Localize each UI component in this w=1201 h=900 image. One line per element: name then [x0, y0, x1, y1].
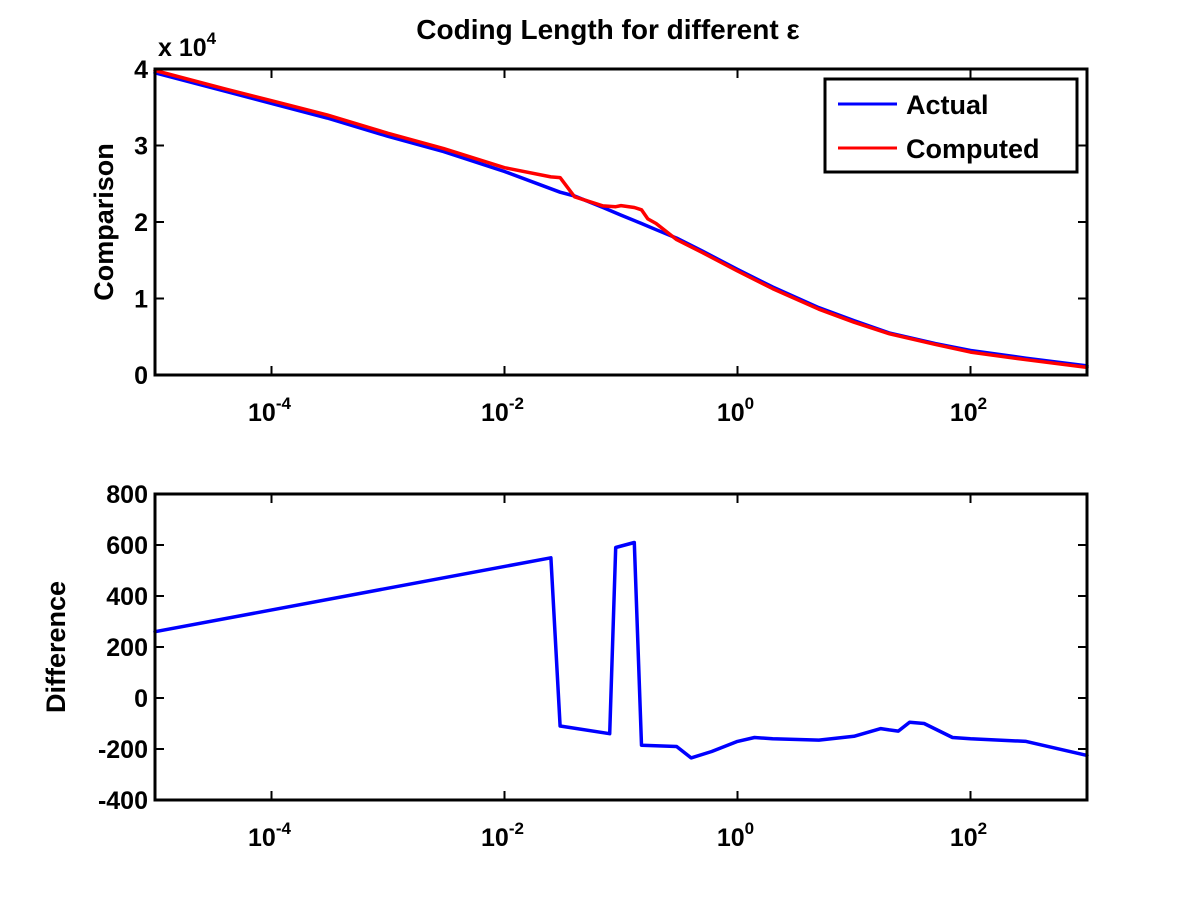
bottom-y-tick-label: 400 [106, 583, 148, 611]
top-legend: Actual Computed [823, 77, 1079, 174]
legend-label-actual: Actual [906, 90, 989, 120]
bottom-y-tick-label: -400 [98, 787, 148, 815]
legend-label-computed: Computed [906, 134, 1039, 164]
top-x-tick-label: 10-2 [481, 394, 524, 427]
figure-title: Coding Length for different ε [416, 14, 799, 45]
top-y-multiplier: x 104 [158, 29, 217, 62]
bottom-series-layer [153, 540, 1089, 760]
bottom-y-tick-label: 200 [106, 634, 148, 662]
top-ticks-layer: 10-4 10-2 100 102 0 1 2 3 4 [134, 56, 1087, 427]
bottom-y-axis-label: Difference [41, 581, 71, 713]
bottom-axes-frame [153, 492, 1089, 802]
top-y-tick-label: 0 [134, 362, 148, 390]
top-axes-comparison: 10-4 10-2 100 102 0 1 2 3 4 x 104 Comparison Act… [89, 29, 1089, 427]
bottom-ticks-layer: 10-4 10-2 100 102 -400 -200 0 200 400 600 800 [98, 481, 1087, 852]
top-y-tick-label: 3 [134, 133, 148, 161]
top-y-tick-label: 2 [134, 209, 148, 237]
bottom-axes-difference: 10-4 10-2 100 102 -400 -200 0 200 400 600 800 Diff… [41, 481, 1089, 852]
top-x-tick-label: 102 [950, 394, 987, 427]
top-legend-box [823, 77, 1079, 174]
top-y-axis-label: Comparison [89, 143, 119, 301]
bottom-x-tick-label: 100 [717, 819, 754, 852]
bottom-y-tick-label: -200 [98, 736, 148, 764]
bottom-x-tick-label: 10-4 [248, 819, 291, 852]
top-y-tick-label: 4 [134, 56, 148, 84]
bottom-y-tick-label: 800 [106, 481, 148, 509]
bottom-y-tick-label: 600 [106, 532, 148, 560]
top-series-layer [153, 68, 1089, 370]
bottom-y-tick-label: 0 [134, 685, 148, 713]
top-y-tick-label: 1 [134, 286, 148, 314]
top-series-line-computed [153, 68, 1089, 370]
top-x-tick-label: 10-4 [248, 394, 291, 427]
bottom-x-tick-label: 102 [950, 819, 987, 852]
bottom-series-line-series-0 [153, 540, 1089, 760]
bottom-x-tick-label: 10-2 [481, 819, 524, 852]
top-x-tick-label: 100 [717, 394, 754, 427]
